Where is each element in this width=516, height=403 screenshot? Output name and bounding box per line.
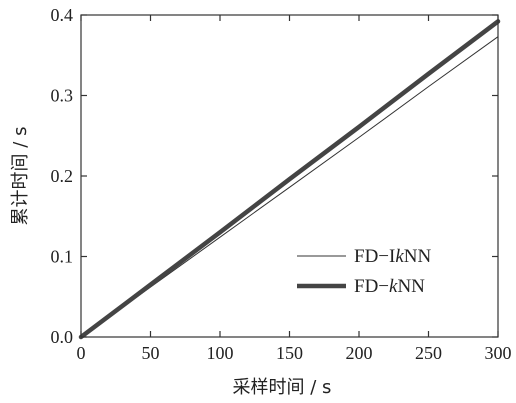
y-axis-title: 累计时间 / s	[10, 127, 31, 226]
legend-label-italic: k	[389, 276, 398, 297]
y-tick-label: 0.4	[51, 5, 74, 25]
plot-area	[78, 19, 501, 340]
x-tick-label: 250	[415, 343, 442, 363]
x-tick-label: 300	[485, 343, 512, 363]
y-tick-label: 0.3	[51, 86, 74, 106]
y-tick-label: 0.2	[51, 166, 74, 186]
legend-label-suffix: NN	[404, 246, 432, 267]
x-tick-label: 100	[207, 343, 234, 363]
legend-label-prefix: FD−I	[354, 246, 395, 267]
y-axis: 0.0 0.1 0.2 0.3 0.4	[51, 5, 498, 347]
legend-label-italic: k	[395, 246, 404, 267]
x-axis-title: 采样时间 / s	[233, 377, 332, 398]
legend-label-suffix: NN	[397, 276, 425, 297]
x-tick-label: 150	[276, 343, 303, 363]
y-tick-label: 0.1	[51, 247, 74, 267]
x-tick-label: 0	[77, 343, 86, 363]
y-tick-label: 0.0	[51, 327, 74, 347]
x-axis: 0 50 100 150 200 250 300	[77, 15, 512, 363]
series-line-2	[78, 19, 501, 340]
x-tick-label: 200	[346, 343, 373, 363]
legend-label-2: FD−kNN	[354, 276, 425, 297]
legend-label-1: FD−IkNN	[354, 246, 432, 267]
x-tick-label: 50	[142, 343, 160, 363]
legend-label-prefix: FD−	[354, 276, 389, 297]
